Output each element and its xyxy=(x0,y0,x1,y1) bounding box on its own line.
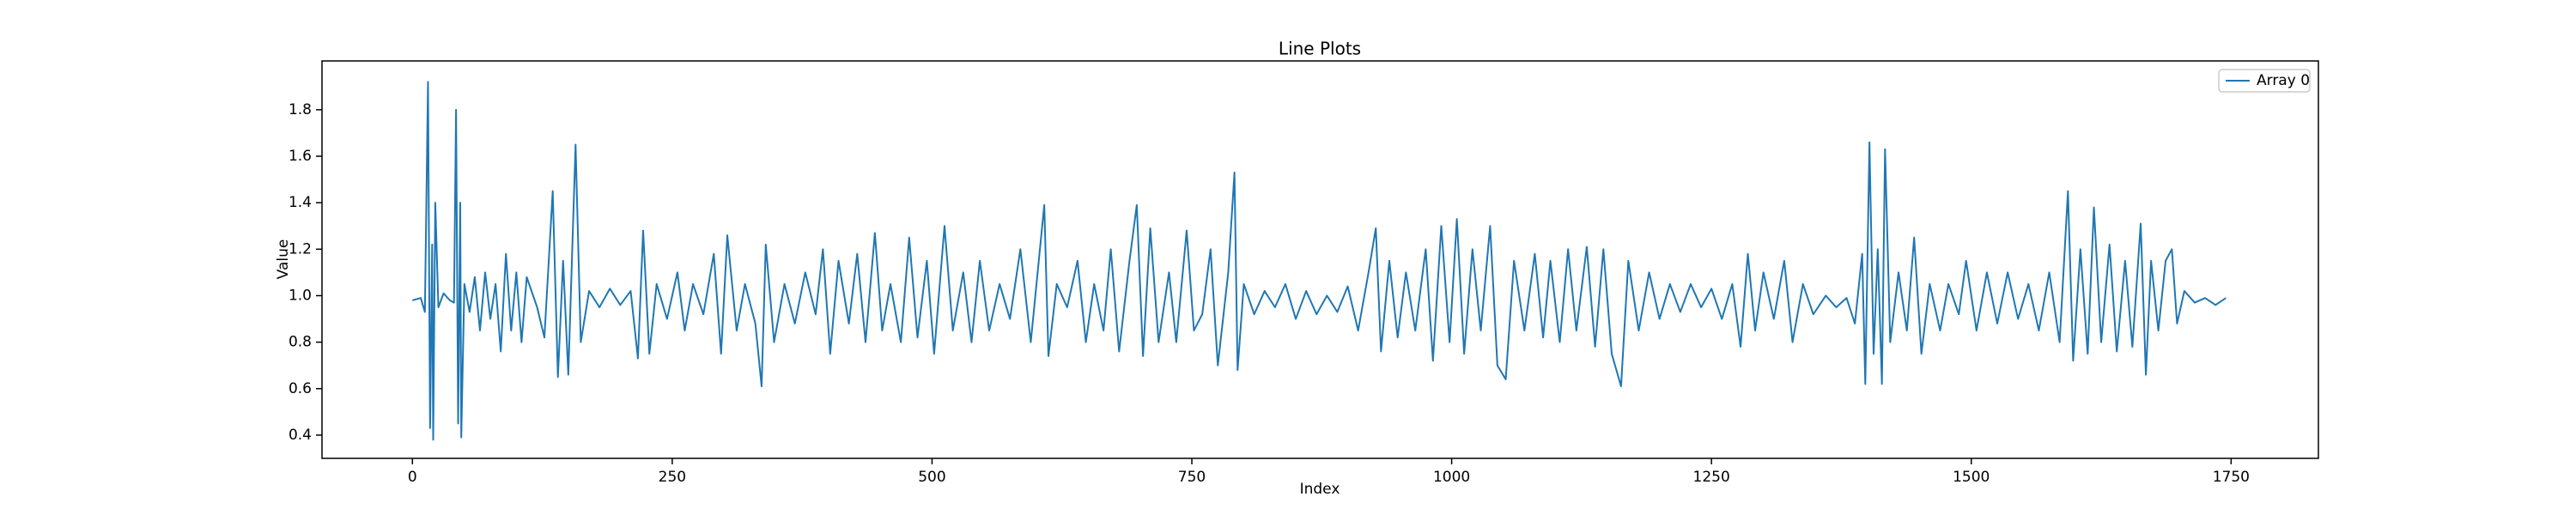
y-tick-label: 1.2 xyxy=(289,240,312,258)
chart-title: Line Plots xyxy=(1279,39,1361,59)
y-tick-label: 1.8 xyxy=(289,101,312,118)
x-tick-label: 1250 xyxy=(1693,469,1730,486)
y-axis-label: Value xyxy=(275,239,292,280)
x-axis-label: Index xyxy=(1300,481,1340,498)
x-tick-label: 1500 xyxy=(1953,469,1990,486)
y-tick-label: 0.8 xyxy=(289,334,312,351)
x-tick-label: 750 xyxy=(1178,469,1206,486)
x-tick-label: 1750 xyxy=(2213,469,2250,486)
y-tick-label: 1.4 xyxy=(289,194,312,211)
plot-frame xyxy=(321,60,2319,459)
legend-box xyxy=(2218,69,2311,93)
y-tick-label: 0.6 xyxy=(289,380,312,397)
x-tick-label: 250 xyxy=(659,469,686,486)
x-tick-label: 1000 xyxy=(1433,469,1470,486)
x-tick-label: 0 xyxy=(408,469,417,486)
data-line xyxy=(412,81,2227,441)
x-tick-label: 500 xyxy=(918,469,945,486)
legend-label: Array 0 xyxy=(2257,72,2310,89)
y-tick-label: 1.6 xyxy=(289,148,312,165)
y-tick-label: 1.0 xyxy=(289,287,312,304)
y-tick-label: 0.4 xyxy=(289,427,312,444)
